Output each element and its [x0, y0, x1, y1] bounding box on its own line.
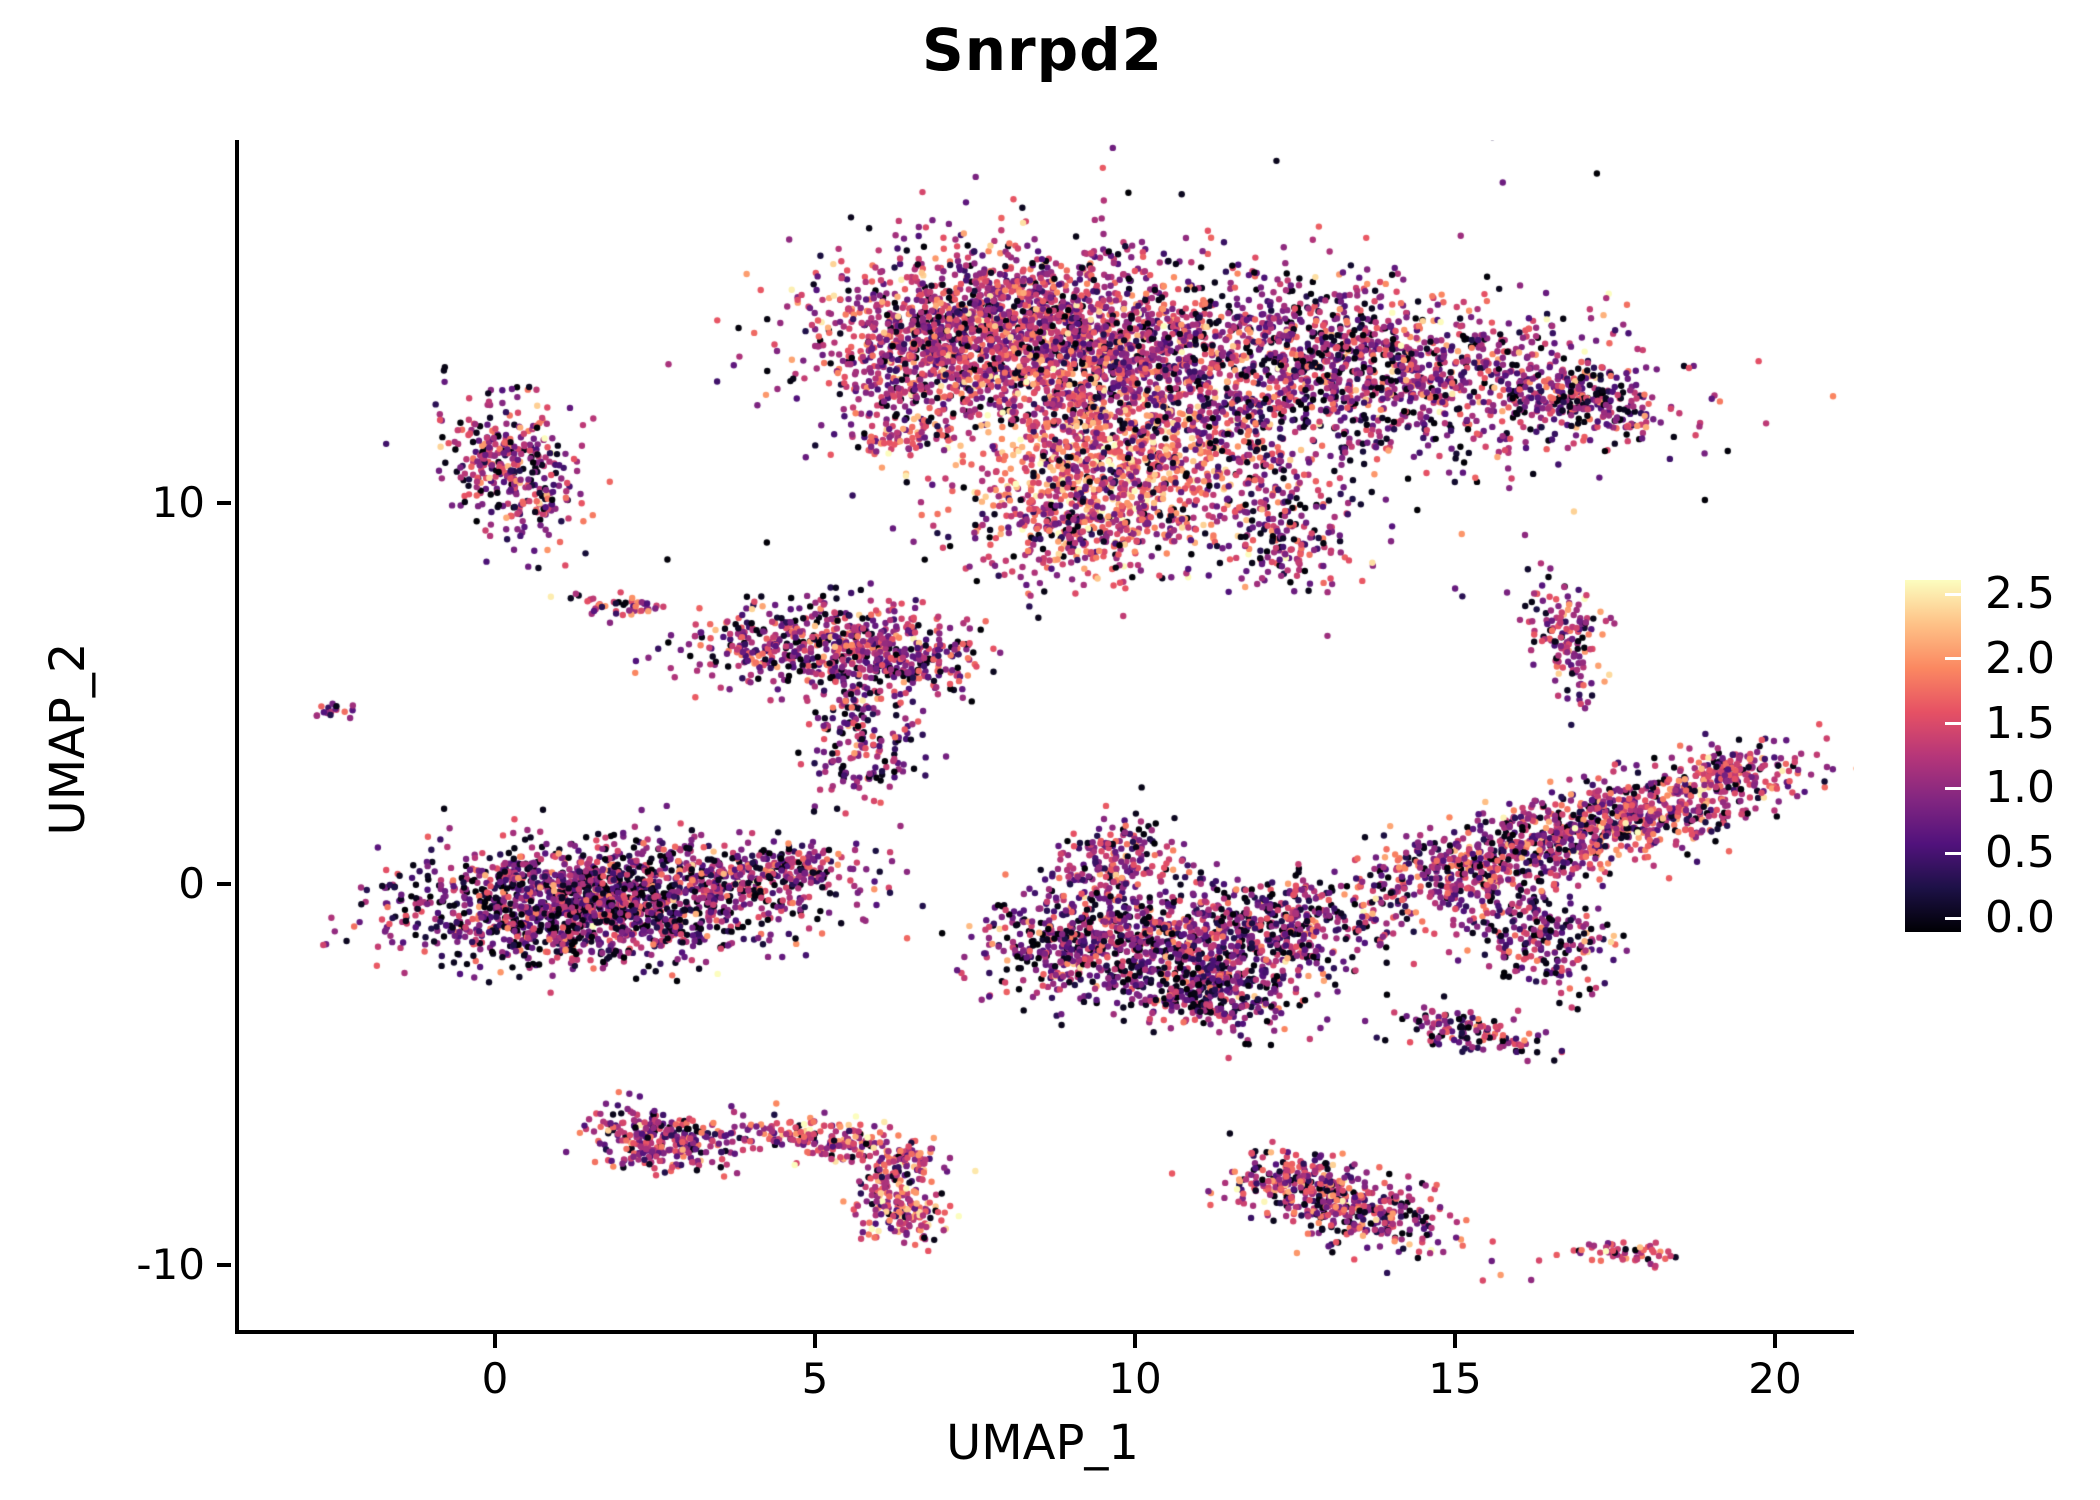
x-tick-mark: [1773, 1334, 1777, 1348]
colorbar-tick-mark: [1945, 722, 1961, 726]
x-tick-mark: [813, 1334, 817, 1348]
y-axis-title: UMAP_2: [40, 642, 96, 836]
colorbar-tick-label: 0.0: [1985, 892, 2055, 943]
colorbar-tick-label: 2.0: [1985, 632, 2055, 684]
x-tick-mark: [1133, 1334, 1137, 1348]
x-tick-mark: [493, 1334, 497, 1348]
colorbar-tick-mark: [1945, 657, 1961, 661]
colorbar-tick-mark: [1945, 851, 1961, 855]
scatter-canvas: [239, 140, 1854, 1330]
colorbar-tick-mark: [1945, 592, 1961, 596]
plot-title: Snrpd2: [921, 16, 1164, 84]
x-axis-title: UMAP_1: [946, 1415, 1139, 1471]
y-tick-mark: [217, 1263, 231, 1267]
y-tick-label: 10: [151, 478, 205, 527]
y-tick-label: -10: [136, 1240, 205, 1289]
y-tick-mark: [217, 501, 231, 505]
colorbar-tick-mark: [1945, 786, 1961, 790]
colorbar-gradient: [1905, 580, 1961, 932]
x-tick-label: 5: [801, 1354, 829, 1403]
colorbar-tick-label: 1.0: [1985, 762, 2055, 814]
colorbar-tick-label: 0.5: [1985, 827, 2055, 879]
colorbar-tick-label: 2.5: [1985, 568, 2055, 619]
colorbar-tick-mark: [1945, 916, 1961, 920]
x-tick-mark: [1453, 1334, 1457, 1348]
y-tick-mark: [217, 882, 231, 886]
colorbar-tick-label: 1.5: [1985, 697, 2055, 749]
plot-panel: [235, 140, 1854, 1334]
x-tick-label: 20: [1748, 1354, 1802, 1403]
x-tick-label: 10: [1108, 1354, 1162, 1403]
y-tick-label: 0: [178, 859, 205, 908]
x-tick-label: 0: [481, 1354, 509, 1403]
x-tick-label: 15: [1428, 1354, 1482, 1403]
